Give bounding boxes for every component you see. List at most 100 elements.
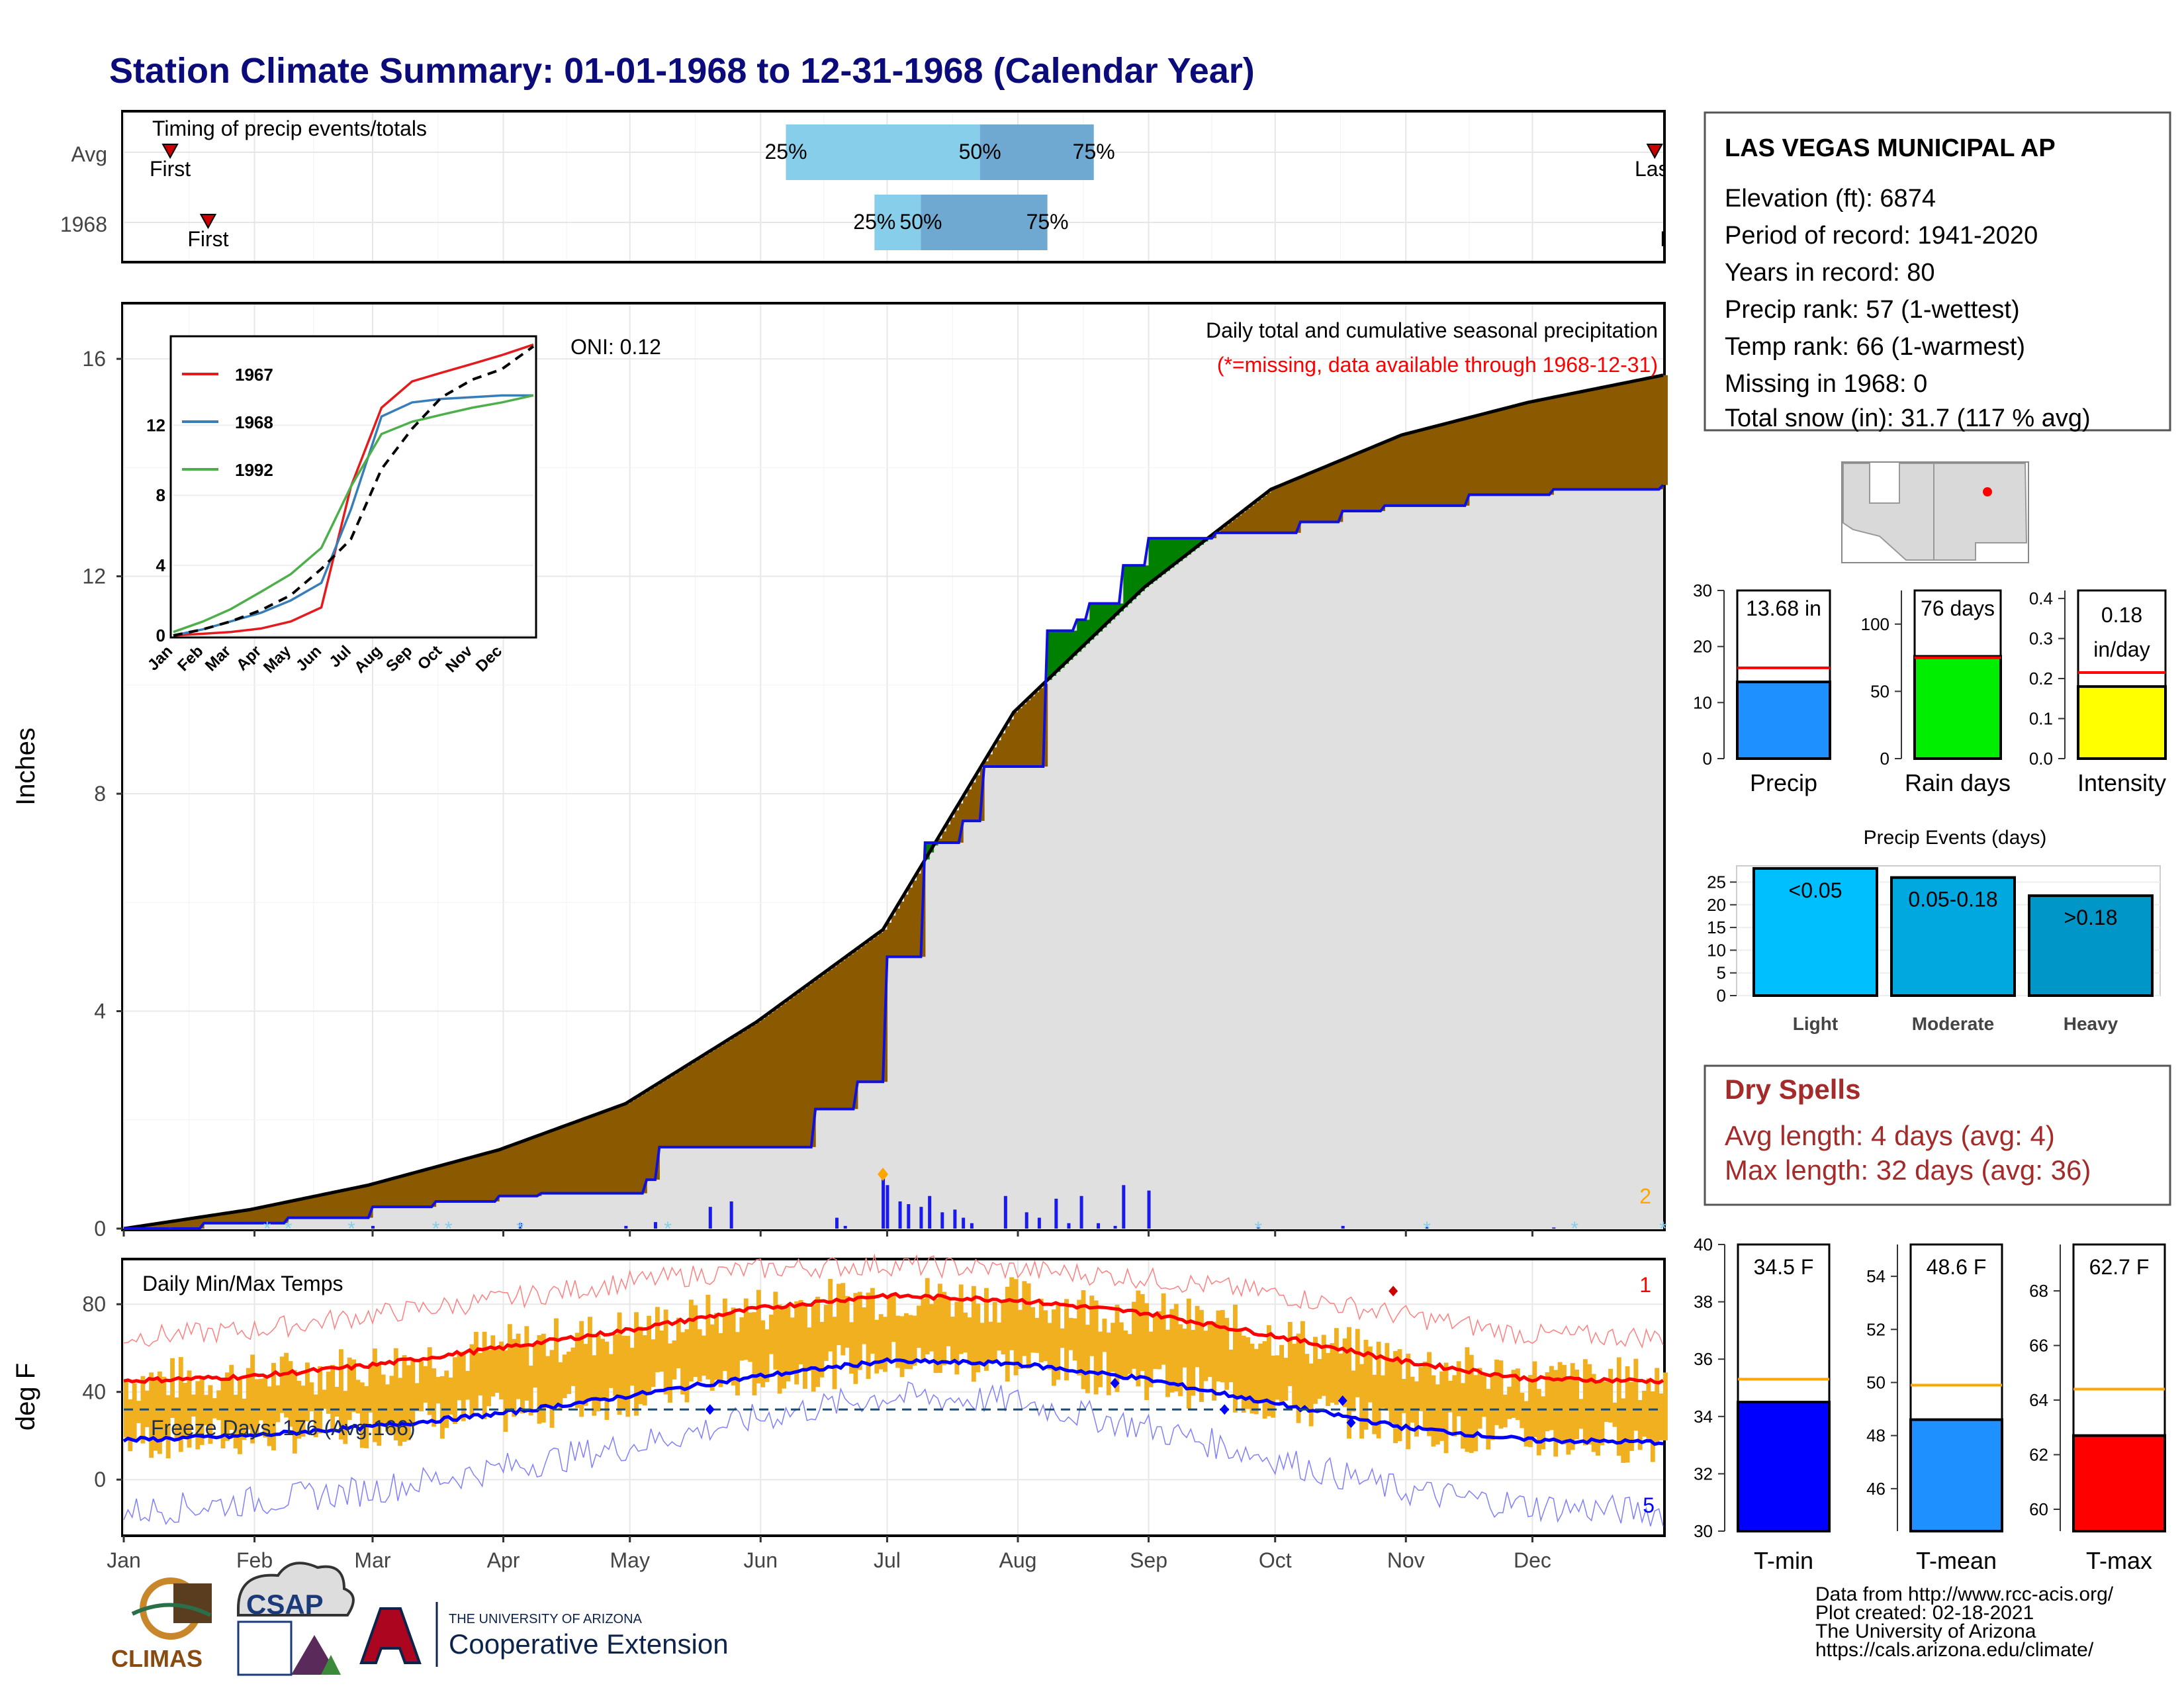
daily-temp-range-bar [305,1362,310,1422]
daily-precip-bar [519,1223,523,1229]
tmax-summary: 60 62 64 66 68 62.7 F T-max [2029,1243,2166,1574]
daily-temp-range-bar [1659,1393,1664,1440]
x-month-label: Apr [487,1548,520,1572]
precip-deficit-segment [1017,708,1023,767]
precip-deficit-segment [1591,389,1596,490]
precip-deficit-segment [533,1137,538,1196]
daily-temp-range-bar [254,1379,259,1436]
daily-precip-bar [1113,1225,1117,1229]
precip-deficit-segment [204,1216,209,1223]
inset-y-tick-label: 4 [156,555,166,575]
precip-events-tick-label: 10 [1707,940,1726,960]
precip-total-value-label: 13.68 in [1746,596,1821,620]
precip-deficit-segment [1385,442,1390,506]
daily-temp-range-bar [541,1333,546,1423]
daily-temp-range-bar [528,1365,533,1416]
tmean-summary-value-label: 48.6 F [1927,1255,1987,1279]
precip-deficit-segment [149,1225,154,1229]
snow-day-marker: * [1423,1218,1431,1240]
precip-surplus-segment [1152,538,1158,581]
precip-deficit-segment [1308,473,1314,522]
precip-deficit-segment [903,894,909,957]
precip-events-bar-label: <0.05 [1789,878,1843,902]
precip-deficit-segment [1481,414,1486,495]
daily-temp-range-bar [1077,1299,1082,1376]
rain-days-tick-label: 100 [1861,614,1889,634]
daily-temp-range-bar [279,1356,285,1413]
credit-line-4: https://cals.arizona.edu/climate/ [1815,1639,2094,1661]
precip-deficit-segment [1528,402,1533,495]
x-month-label: Jul [874,1548,901,1572]
precip-deficit-segment [364,1186,369,1218]
daily-temp-range-bar [739,1317,745,1361]
record-max-line [123,1253,1664,1349]
tmean-summary-tick-label: 50 [1866,1372,1886,1392]
daily-temp-range-bar [224,1372,230,1441]
daily-temp-range-bar [988,1321,993,1364]
precip-deficit-segment [381,1182,386,1207]
tmax-summary-bar [2072,1434,2166,1533]
precip-deficit-segment [233,1212,238,1223]
x-month-label: May [610,1548,649,1572]
precip-deficit-segment [1600,387,1605,490]
daily-temp-range-bar [250,1354,255,1444]
precip-surplus-segment [1144,565,1150,588]
daily-temp-range-bar [718,1333,723,1387]
precip-deficit-segment [1397,436,1402,506]
daily-temp-range-bar [1186,1298,1191,1409]
daily-temp-range-bar [1313,1336,1318,1404]
precip-deficit-segment [958,803,964,843]
daily-temp-range-bar [672,1340,677,1380]
tmax-summary-title: T-max [2086,1547,2152,1574]
temp-panel-label: Daily Min/Max Temps [142,1272,343,1295]
daily-temp-range-bar [1250,1343,1255,1414]
daily-temp-range-bar [465,1370,471,1400]
daily-temp-range-bar [1566,1376,1571,1455]
precip-deficit-segment [503,1148,508,1196]
avg-min-line [122,1357,1664,1446]
daily-temp-range-bar [284,1352,289,1418]
daily-temp-range-bar [1051,1309,1056,1386]
tmean-summary-title: T-mean [1916,1547,1997,1574]
precip-deficit-segment [398,1177,403,1207]
daily-temp-range-bar [170,1358,175,1419]
temp-plot-area [122,1253,1668,1526]
daily-temp-range-bar [807,1327,812,1372]
daily-temp-range-bar [220,1379,226,1448]
daily-temp-range-bar [688,1299,694,1382]
daily-temp-range-bar [381,1374,386,1427]
daily-temp-range-bar [1089,1295,1095,1356]
daily-temp-range-bar [917,1305,921,1348]
precip-deficit-segment [967,789,972,821]
precip-deficit-segment [1296,479,1301,533]
daily-temp-range-bar [748,1312,753,1362]
tmin-summary-tick-label: 40 [1694,1235,1713,1254]
precip-surplus-segment [1191,538,1196,551]
precip-corner-count: 2 [1639,1184,1651,1208]
daily-temp-range-bar [439,1376,445,1439]
daily-temp-range-bar [368,1364,373,1413]
precip-deficit-segment [165,1222,171,1229]
timing-bar-lower [874,195,921,250]
daily-temp-range-bar [1212,1321,1217,1401]
daily-temp-range-bar [1562,1364,1567,1444]
precip-events-title: Precip Events (days) [1864,827,2047,849]
precip-deficit-segment [1237,515,1242,533]
precip-deficit-segment [1030,696,1036,767]
daily-temp-range-bar [1275,1355,1280,1400]
daily-temp-range-bar [1574,1370,1580,1440]
csap-logo: CSAP [237,1562,355,1676]
daily-temp-range-bar [1498,1360,1504,1429]
precip-deficit-segment [1477,415,1482,495]
tmean-summary-tick-label: 54 [1866,1266,1886,1286]
credit-line-2: Plot created: 02-18-2021 [1815,1602,2034,1624]
daily-temp-range-bar [1262,1341,1267,1419]
daily-precip-bar [1426,1227,1430,1229]
daily-temp-range-bar [1026,1283,1031,1369]
inset-series-1968 [173,394,533,637]
timing-bar-lower [786,124,980,180]
precip-deficit-segment [1646,378,1651,490]
oni-value: ONI: 0.12 [570,335,661,359]
daily-temp-range-bar [903,1313,909,1370]
daily-temp-range-bar [756,1289,761,1383]
